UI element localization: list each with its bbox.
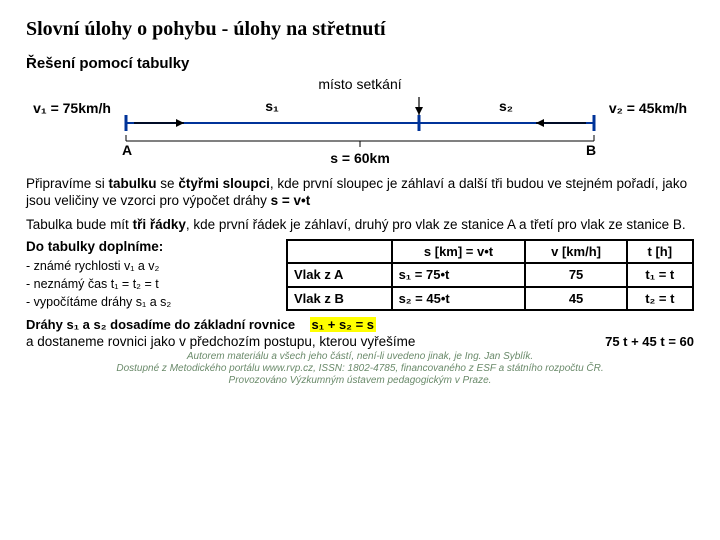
section-subtitle: Řešení pomocí tabulky	[26, 55, 694, 72]
paragraph-1: Připravíme si tabulku se čtyřmi sloupci,…	[26, 175, 694, 210]
footer-credits: Autorem materiálu a všech jeho částí, ne…	[26, 351, 694, 387]
v1-label: v₁ = 75km/h	[33, 100, 111, 116]
row-b-s: s₂ = 45•t	[392, 287, 526, 310]
row-b-v: 45	[525, 287, 626, 310]
th-t: t [h]	[627, 240, 693, 263]
row-a-label: Vlak z A	[287, 263, 392, 286]
meeting-point-label: místo setkání	[26, 76, 694, 92]
row-a-s: s₁ = 75•t	[392, 263, 526, 286]
note-3: - vypočítáme dráhy s₁ a s₂	[26, 293, 276, 311]
fill-label: Do tabulky doplníme:	[26, 239, 276, 254]
final-line: a dostaneme rovnici jako v předchozím po…	[26, 334, 694, 349]
th-v: v [km/h]	[525, 240, 626, 263]
notes-list: - známé rychlosti v₁ a v₂ - neznámý čas …	[26, 257, 276, 311]
row-a-t: t₁ = t	[627, 263, 693, 286]
point-b-label: B	[586, 142, 596, 158]
row-b-t: t₂ = t	[627, 287, 693, 310]
note-1: - známé rychlosti v₁ a v₂	[26, 257, 276, 275]
data-table: s [km] = v•t v [km/h] t [h] Vlak z A s₁ …	[286, 239, 694, 311]
s1-label: s₁	[265, 98, 279, 114]
substitution-line: Dráhy s₁ a s₂ dosadíme do základní rovni…	[26, 317, 694, 332]
note-2: - neznámý čas t₁ = t₂ = t	[26, 275, 276, 293]
s-total-label: s = 60km	[330, 150, 390, 166]
th-s: s [km] = v•t	[392, 240, 526, 263]
motion-diagram: v₁ = 75km/h v₂ = 45km/h s₁ s₂ A B s = 60…	[26, 93, 694, 169]
final-equation: 75 t + 45 t = 60	[605, 334, 694, 349]
v2-label: v₂ = 45km/h	[609, 100, 687, 116]
paragraph-2: Tabulka bude mít tři řádky, kde první řá…	[26, 216, 694, 233]
row-a-v: 75	[525, 263, 626, 286]
point-a-label: A	[122, 142, 132, 158]
page-title: Slovní úlohy o pohybu - úlohy na střetnu…	[26, 18, 694, 41]
th-blank	[287, 240, 392, 263]
row-b-label: Vlak z B	[287, 287, 392, 310]
equation-highlight: s₁ + s₂ = s	[310, 317, 376, 332]
s2-label: s₂	[499, 98, 513, 114]
